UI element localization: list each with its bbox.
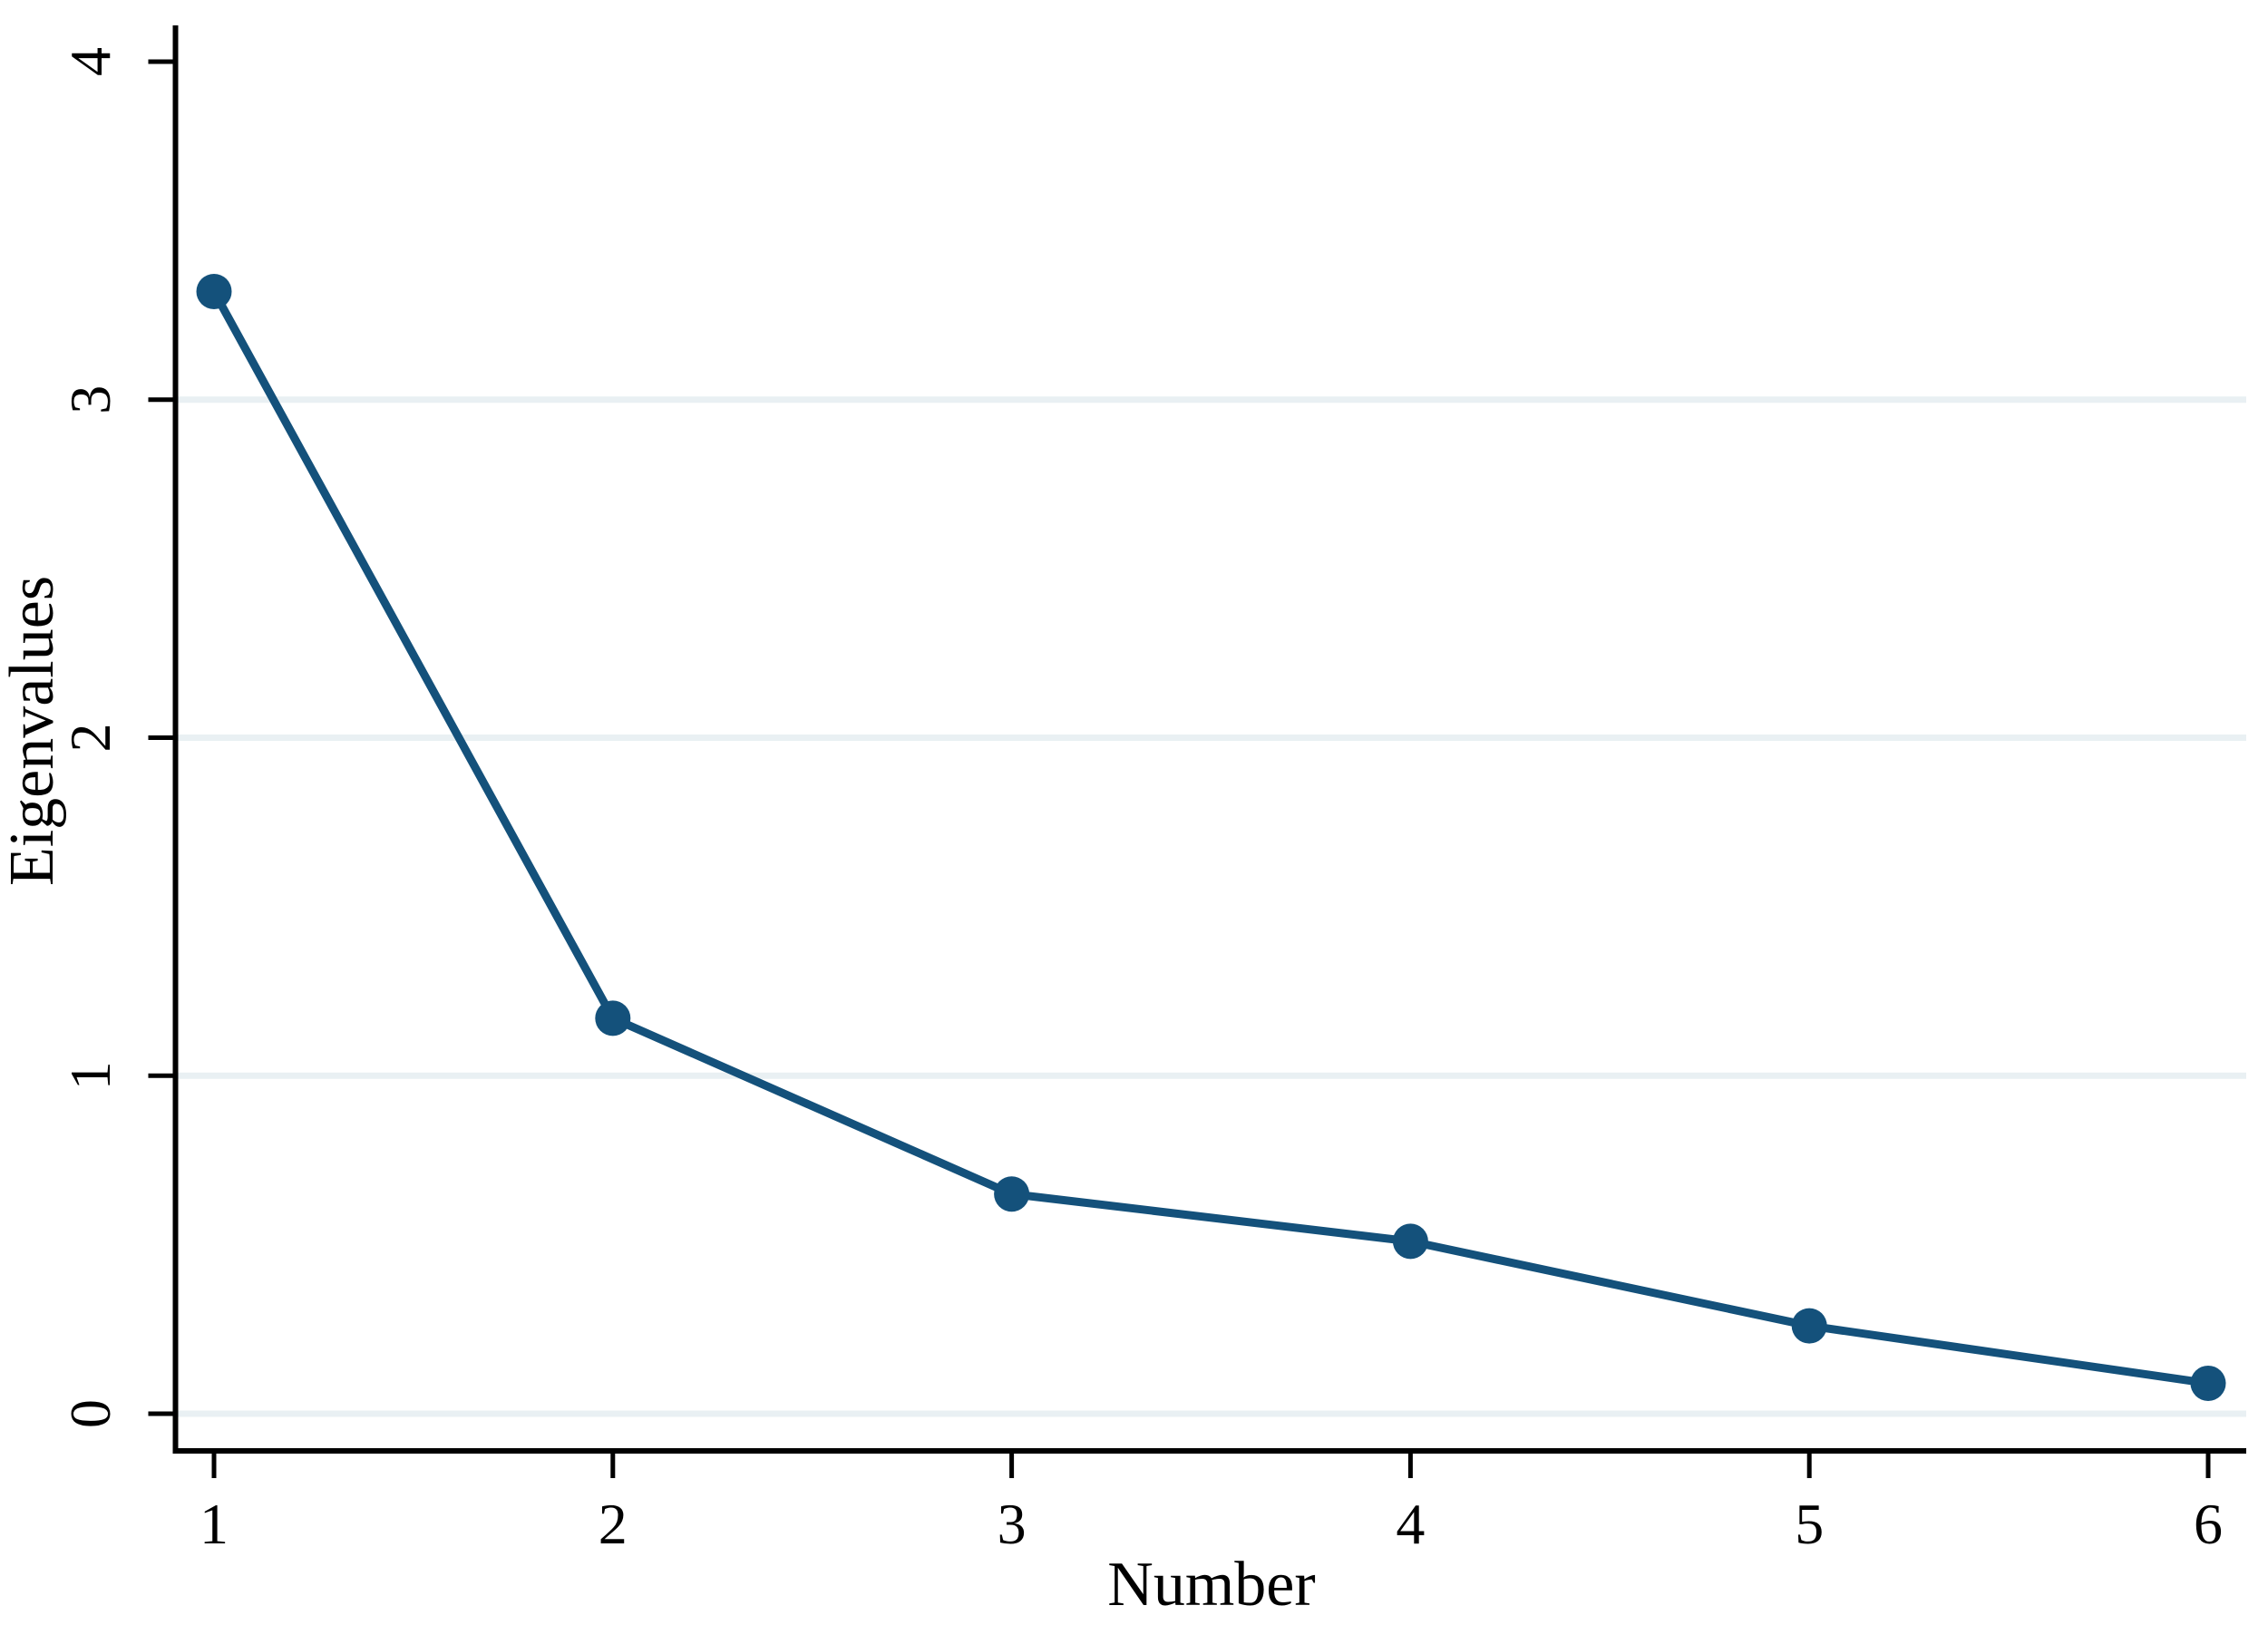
- gridlines-layer: [178, 396, 2246, 1417]
- axes-layer: [148, 25, 2246, 1478]
- x-tick-label: 1: [200, 1492, 229, 1556]
- x-tick-label: 3: [998, 1492, 1027, 1556]
- data-point: [1791, 1308, 1827, 1344]
- data-point: [994, 1176, 1030, 1212]
- series-layer: [196, 273, 2226, 1401]
- data-point: [1392, 1223, 1428, 1260]
- data-point: [2190, 1365, 2226, 1401]
- x-tick-label: 2: [599, 1492, 628, 1556]
- y-tick-label: 4: [58, 47, 122, 76]
- x-tick-label: 4: [1396, 1492, 1425, 1556]
- tick-labels-layer: 0 1 2 3 4 1 2 3 4 5 6: [58, 47, 2223, 1556]
- y-tick-label: 0: [58, 1399, 122, 1428]
- x-tick-label: 6: [2194, 1492, 2223, 1556]
- y-tick-label: 1: [58, 1061, 122, 1090]
- x-tick-label: 5: [1795, 1492, 1824, 1556]
- data-point: [595, 1000, 631, 1036]
- y-tick-label: 2: [58, 724, 122, 753]
- series-line: [209, 287, 2213, 1387]
- y-axis-title: Eigenvalues: [0, 576, 67, 886]
- x-axis-title: Number: [1107, 1550, 1315, 1620]
- y-tick-label: 3: [58, 385, 122, 414]
- data-point: [196, 273, 232, 309]
